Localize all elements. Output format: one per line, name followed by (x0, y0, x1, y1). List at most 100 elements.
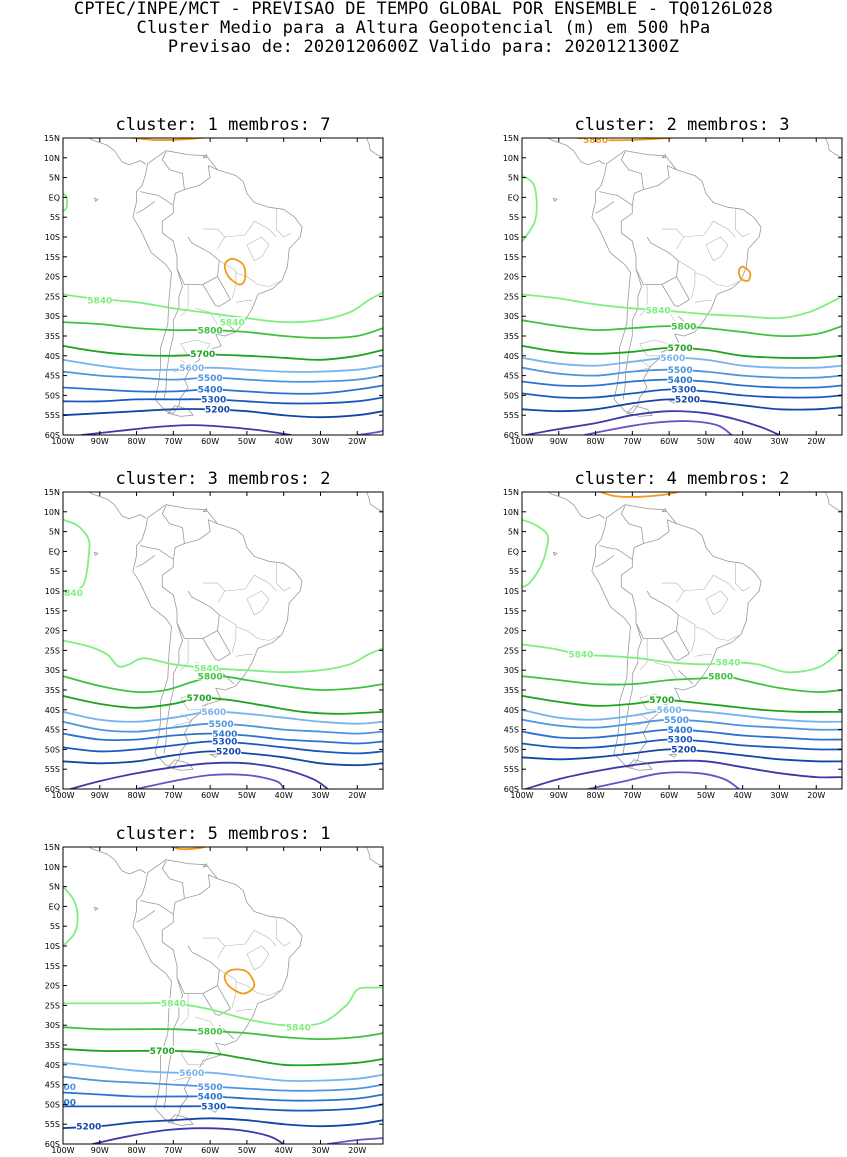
contour-line (63, 1026, 383, 1040)
contour-label-bg (193, 663, 220, 673)
lon-tick-label: 70W (164, 437, 182, 446)
lat-tick-label: 5N (508, 528, 519, 537)
contour-label: 5500 (209, 720, 234, 730)
contour-label: 5700 (150, 1047, 175, 1057)
state-border (219, 969, 237, 1008)
coastline (366, 492, 383, 513)
contour-label: 5500 (198, 1083, 223, 1093)
contour-label-bg (197, 1091, 223, 1101)
lon-tick-label: 100W (51, 1146, 74, 1155)
lat-tick-label: EQ (508, 193, 519, 202)
contour-label-bg (76, 1121, 102, 1131)
country-border (595, 555, 615, 568)
contour-label-bg (715, 657, 741, 667)
lat-tick-label: 55S (45, 765, 60, 774)
lon-tick-label: 40W (275, 791, 293, 800)
country-border (620, 177, 679, 285)
lat-tick-label: 5N (49, 883, 60, 892)
state-border (235, 300, 253, 303)
map-frame (62, 846, 384, 1145)
state-border (661, 582, 685, 604)
state-border (235, 626, 283, 641)
contour-label-bg (671, 744, 697, 754)
contour-label: 5800 (198, 326, 223, 336)
contour-label: 5700 (649, 696, 674, 706)
map-panel-cluster-1: cluster: 1 membros: 75840584058005700560… (44, 115, 384, 446)
state-border (694, 654, 712, 657)
state-border (276, 563, 292, 592)
state-border (654, 662, 677, 679)
lat-tick-label: 15N (44, 134, 60, 143)
contour-label: 5800 (198, 672, 223, 682)
state-border (661, 228, 685, 250)
lat-tick-label: 15S (45, 607, 60, 616)
lon-tick-label: 30W (311, 437, 329, 446)
lon-tick-label: 90W (91, 437, 109, 446)
coastline (366, 847, 383, 868)
coastline (366, 138, 383, 159)
lon-tick-label: 40W (275, 437, 293, 446)
lon-tick-label: 90W (550, 437, 568, 446)
contour-line (583, 420, 733, 435)
lat-tick-label: 15N (503, 488, 519, 497)
contour-label-bg (212, 728, 238, 738)
contour-label: 5840 (646, 306, 671, 316)
contour-line (522, 675, 842, 693)
contour-line (522, 293, 842, 320)
contour-label: 5500 (198, 374, 223, 384)
island (167, 759, 194, 771)
lat-tick-label: 60S (504, 431, 519, 440)
contour-line (522, 356, 842, 369)
coastline (522, 138, 606, 166)
state-border (678, 260, 696, 299)
country-border (161, 860, 185, 899)
lon-tick-label: 100W (510, 437, 533, 446)
contour-line (63, 1048, 383, 1067)
lat-tick-label: EQ (49, 193, 60, 202)
contour-label-bg (201, 706, 227, 716)
contour-line (63, 321, 383, 339)
lon-tick-label: 30W (311, 1146, 329, 1155)
lat-tick-label: 15S (504, 253, 519, 262)
lon-tick-label: 30W (311, 791, 329, 800)
map-frame (521, 137, 843, 436)
lon-tick-label: 70W (623, 791, 641, 800)
lat-tick-label: 50S (504, 745, 519, 754)
state-border (639, 339, 670, 357)
lat-tick-label: 20S (504, 273, 519, 282)
lat-tick-label: 15N (44, 843, 60, 852)
country-border (202, 276, 231, 307)
lon-tick-label: 80W (128, 437, 146, 446)
lat-tick-label: 5N (508, 174, 519, 183)
island (93, 197, 99, 202)
lon-tick-label: 90W (91, 1146, 109, 1155)
lat-tick-label: 5S (50, 922, 60, 931)
lat-tick-label: 55S (45, 1120, 60, 1129)
contour-label: 5840 (58, 589, 83, 599)
contour-label: 5700 (187, 694, 212, 704)
contour-label-bg (208, 718, 234, 728)
contour-label-bg (707, 671, 734, 681)
lon-tick-label: 80W (128, 791, 146, 800)
map-panel-cluster-3: cluster: 3 membros: 25840584058005700560… (44, 469, 384, 800)
lon-tick-label: 20W (807, 791, 825, 800)
lat-tick-label: 60S (45, 785, 60, 794)
lat-tick-label: 60S (45, 431, 60, 440)
lon-tick-label: 90W (91, 791, 109, 800)
contour-label: 5300 (212, 738, 237, 748)
contour-label-bg (87, 295, 113, 305)
lat-tick-label: 45S (45, 372, 60, 381)
contour-label-bg (568, 649, 594, 659)
lat-tick-label: 50S (45, 1100, 60, 1109)
contour-line (587, 771, 740, 789)
contour-line (63, 695, 383, 715)
state-border (219, 614, 237, 653)
state-border (246, 945, 270, 971)
contour-label: 5840 (194, 664, 219, 674)
lat-tick-label: 20S (504, 627, 519, 636)
contour-label-bg (179, 362, 205, 372)
country-border (666, 165, 677, 178)
contour-line (91, 1127, 285, 1144)
